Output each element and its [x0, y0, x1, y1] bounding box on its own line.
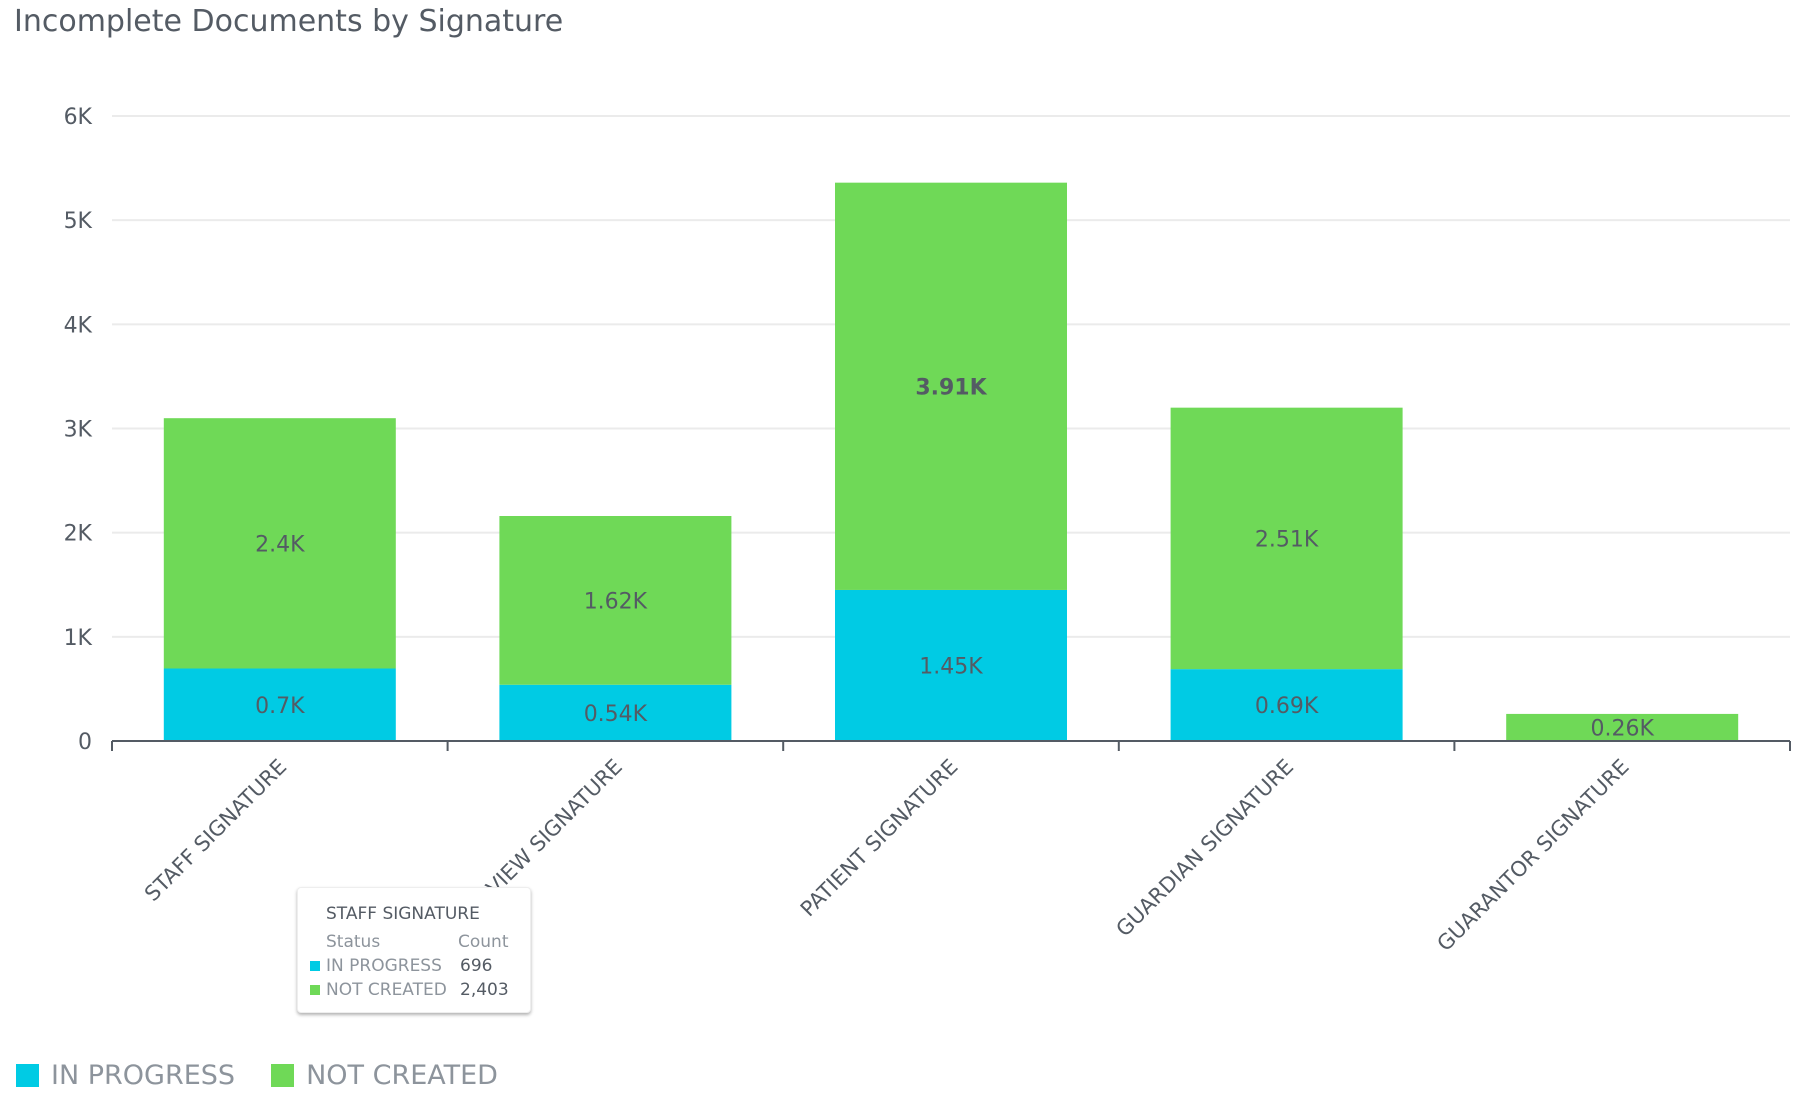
bar-not-created[interactable] — [163, 418, 396, 669]
data-label: 1.45K — [919, 654, 983, 679]
y-tick-label: 2K — [64, 522, 93, 547]
chart-title: Incomplete Documents by Signature — [14, 4, 564, 39]
y-tick-label: 0 — [78, 730, 92, 755]
data-label: 0.54K — [584, 702, 648, 727]
y-tick-label: 4K — [64, 313, 93, 338]
bar-in-progress[interactable] — [835, 589, 1067, 741]
x-tick-label: VIEW SIGNATURE — [482, 755, 627, 900]
y-tick-label: 1K — [64, 626, 93, 651]
y-tick-label: 6K — [64, 105, 93, 130]
data-label: 1.62K — [584, 589, 648, 614]
data-label: 2.4K — [255, 532, 305, 557]
bar-in-progress[interactable] — [499, 684, 732, 741]
y-tick-label: 3K — [64, 418, 93, 443]
data-label: 0.7K — [255, 694, 305, 719]
legend-item-not-created[interactable]: NOT CREATED — [271, 1060, 498, 1091]
tooltip-count-header: Count — [458, 932, 509, 952]
data-label: 0.26K — [1590, 716, 1654, 741]
x-tick-label: PATIENT SIGNATURE — [796, 755, 963, 922]
bar-in-progress[interactable] — [163, 668, 396, 742]
tooltip-status-header: Status — [326, 932, 381, 952]
data-label: 2.51K — [1255, 527, 1319, 552]
tooltip-count: 696 — [460, 956, 493, 976]
x-tick-label: GUARDIAN SIGNATURE — [1111, 755, 1298, 942]
legend: IN PROGRESS NOT CREATED — [16, 1060, 498, 1091]
x-tick-label: STAFF SIGNATURE — [140, 755, 291, 906]
data-label: 0.69K — [1255, 694, 1319, 719]
bar-not-created[interactable] — [1506, 713, 1739, 741]
tooltip-status: NOT CREATED — [326, 980, 447, 1000]
bar-not-created[interactable] — [1170, 407, 1403, 670]
legend-swatch — [271, 1064, 295, 1087]
data-label: 3.91K — [915, 375, 987, 400]
bar-not-created[interactable] — [499, 516, 732, 685]
y-tick-label: 5K — [64, 209, 93, 234]
bar-not-created[interactable] — [835, 182, 1067, 590]
legend-label: NOT CREATED — [306, 1060, 498, 1091]
x-tick-label: GUARANTOR SIGNATURE — [1432, 755, 1633, 956]
legend-item-in-progress[interactable]: IN PROGRESS — [16, 1060, 235, 1091]
legend-swatch — [16, 1064, 39, 1087]
tooltip-status: IN PROGRESS — [326, 956, 442, 976]
bar-in-progress[interactable] — [1170, 669, 1403, 741]
tooltip: STAFF SIGNATURE Status Count IN PROGRESS 6… — [297, 887, 531, 1013]
not-created-swatch — [310, 985, 320, 995]
in-progress-swatch — [310, 961, 320, 971]
tooltip-count: 2,403 — [460, 980, 509, 1000]
tooltip-title: STAFF SIGNATURE — [326, 904, 480, 924]
legend-label: IN PROGRESS — [51, 1060, 236, 1091]
